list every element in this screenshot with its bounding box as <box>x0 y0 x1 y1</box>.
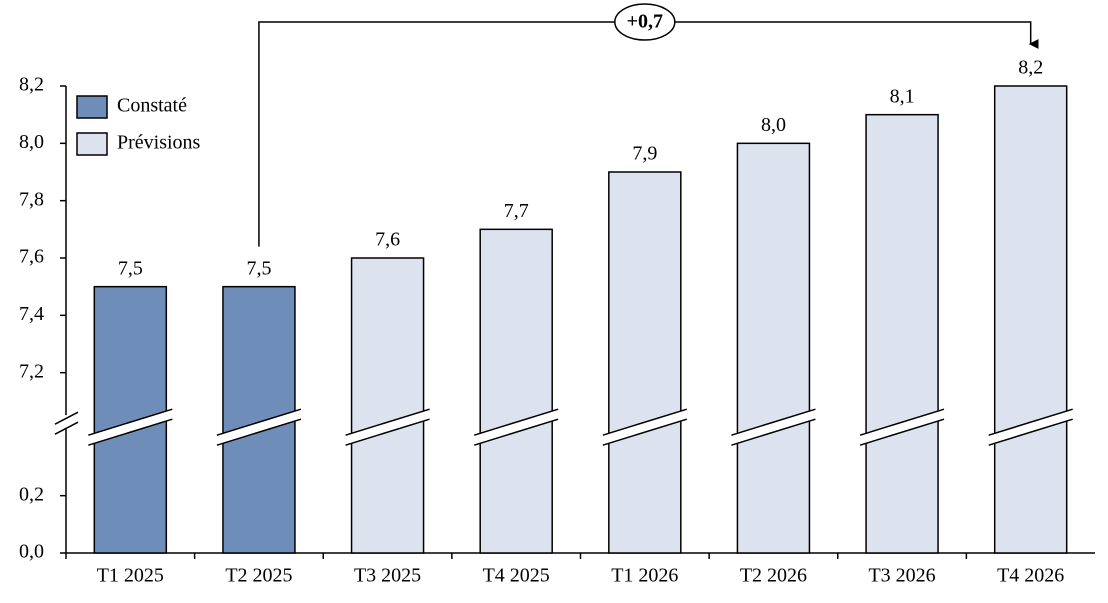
bar-break <box>860 409 945 446</box>
value-label: 8,0 <box>761 114 786 136</box>
x-tick-label: T1 2025 <box>97 565 164 587</box>
legend-swatch <box>76 132 108 156</box>
bar-break <box>345 408 430 436</box>
bar-break <box>473 418 559 446</box>
value-label: 7,5 <box>246 257 271 279</box>
bar <box>993 85 1068 554</box>
bar-break <box>345 409 430 446</box>
bar <box>350 257 425 554</box>
x-tick-label: T2 2026 <box>740 565 807 587</box>
bar <box>608 171 682 554</box>
axis-break <box>54 421 79 435</box>
bar-break <box>731 418 816 446</box>
bar-break <box>88 408 173 436</box>
bar-break <box>602 418 688 446</box>
bar-break <box>859 418 945 446</box>
bar-break <box>88 418 173 446</box>
value-label: 7,7 <box>504 200 529 222</box>
legend-label: Constaté <box>117 95 187 117</box>
bar-break <box>216 409 301 446</box>
bar-break <box>345 418 430 446</box>
bar-break <box>602 409 687 446</box>
bar-break <box>988 409 1073 446</box>
bar-break <box>474 409 559 446</box>
bar-break <box>988 408 1073 436</box>
legend-swatch <box>76 95 108 119</box>
annotation: +0,7 <box>627 11 663 33</box>
x-tick-label: T2 2025 <box>225 565 292 587</box>
bar-break <box>988 418 1073 446</box>
bar <box>736 142 811 554</box>
x-tick-label: T3 2025 <box>354 565 421 587</box>
value-label: 8,2 <box>1018 57 1043 79</box>
bar-break <box>473 408 559 436</box>
y-tick-label: 7,6 <box>19 246 44 268</box>
y-tick-label: 7,2 <box>19 360 44 382</box>
bar-break <box>88 409 173 446</box>
x-tick-label: T4 2025 <box>483 565 550 587</box>
bar-break <box>602 408 688 436</box>
x-tick-label: T4 2026 <box>997 565 1064 587</box>
value-label: 7,9 <box>632 143 657 165</box>
bar-break <box>216 418 302 446</box>
bar <box>865 113 939 554</box>
annotation-box <box>614 3 676 41</box>
y-tick-label: 7,4 <box>19 303 44 325</box>
bar-break <box>216 408 302 436</box>
legend-label: Prévisions <box>117 132 201 154</box>
y-tick-label: 8,0 <box>19 131 44 153</box>
value-label: 7,6 <box>375 229 400 251</box>
y-tick-label: 7,8 <box>19 188 44 210</box>
x-tick-label: T3 2026 <box>868 565 935 587</box>
y-tick-label: 8,2 <box>19 74 44 96</box>
value-label: 7,5 <box>118 257 143 279</box>
bar-break <box>731 409 816 446</box>
axis-break <box>54 411 79 425</box>
y-tick-label: 0,0 <box>19 541 44 563</box>
y-tick-label: 0,2 <box>19 483 44 505</box>
value-label: 8,1 <box>890 85 915 107</box>
x-tick-label: T1 2026 <box>611 565 678 587</box>
bar-break <box>731 408 816 436</box>
bar <box>479 228 553 554</box>
bar-break <box>859 408 945 436</box>
